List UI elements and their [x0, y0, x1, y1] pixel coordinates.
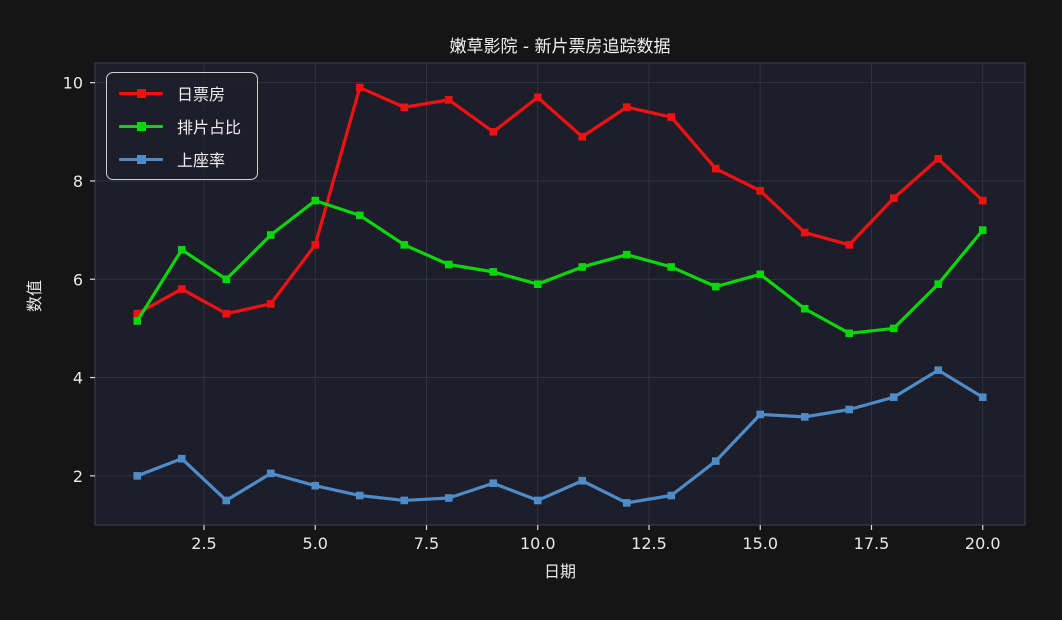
legend-label: 排片占比 — [177, 118, 242, 137]
series-marker-1 — [355, 211, 364, 220]
series-marker-1 — [800, 304, 809, 313]
legend-label: 日票房 — [177, 85, 226, 104]
series-marker-0 — [311, 241, 320, 249]
series-marker-2 — [489, 479, 498, 488]
series-marker-1 — [400, 241, 409, 249]
x-tick-label: 12.5 — [631, 534, 667, 553]
series-marker-2 — [934, 366, 943, 374]
series-marker-2 — [355, 491, 364, 500]
x-tick-label: 17.5 — [854, 534, 890, 553]
series-marker-1 — [711, 282, 720, 291]
series-marker-0 — [889, 194, 898, 202]
series-marker-2 — [533, 496, 542, 505]
y-tick-label: 8 — [73, 172, 83, 191]
blue-line-sample-icon — [119, 154, 163, 164]
series-marker-0 — [800, 228, 809, 237]
series-marker-1 — [177, 245, 186, 254]
series-line-2 — [135, 368, 985, 505]
y-tick-label: 10 — [63, 74, 83, 93]
y-tick-label: 2 — [73, 467, 83, 486]
series-marker-0 — [489, 128, 498, 136]
green-line-sample-icon — [119, 121, 163, 131]
series-marker-0 — [667, 113, 676, 121]
x-tick-label: 20.0 — [965, 534, 1001, 553]
series-marker-2 — [400, 496, 409, 505]
series-marker-1 — [533, 280, 542, 288]
x-tick-label: 5.0 — [303, 534, 328, 553]
series-marker-0 — [177, 285, 186, 293]
series-marker-0 — [578, 132, 587, 141]
legend-label: 上座率 — [177, 151, 226, 170]
series-marker-2 — [622, 499, 631, 507]
series-marker-2 — [845, 405, 854, 414]
series-marker-1 — [667, 263, 676, 271]
x-tick-label: 15.0 — [742, 534, 778, 553]
series-marker-2 — [266, 469, 275, 478]
series-marker-0 — [934, 155, 943, 163]
series-marker-0 — [266, 300, 275, 308]
series-marker-0 — [444, 96, 453, 104]
series-line-1 — [135, 199, 985, 335]
series-marker-1 — [578, 263, 587, 271]
y-axis-label: 数值 — [25, 280, 44, 313]
series-marker-0 — [845, 241, 854, 249]
series-marker-2 — [800, 413, 809, 421]
series-marker-1 — [311, 196, 320, 205]
series-marker-2 — [177, 454, 186, 463]
series-marker-2 — [444, 494, 453, 502]
series-marker-0 — [756, 186, 765, 195]
series-marker-1 — [133, 317, 142, 325]
series-marker-2 — [222, 496, 231, 505]
series-marker-1 — [934, 280, 943, 288]
series-marker-1 — [978, 226, 987, 234]
y-tick-label: 6 — [73, 270, 83, 289]
series-marker-1 — [845, 329, 854, 338]
chart-title: 嫩草影院 - 新片票房追踪数据 — [449, 37, 671, 57]
series-marker-1 — [622, 250, 631, 259]
series-marker-2 — [711, 457, 720, 465]
series-marker-1 — [266, 231, 275, 239]
series-marker-0 — [533, 93, 542, 102]
series-marker-0 — [711, 164, 720, 173]
series-marker-0 — [133, 309, 142, 318]
x-tick-label: 10.0 — [520, 534, 556, 553]
series-marker-0 — [622, 103, 631, 112]
x-axis-label: 日期 — [543, 562, 576, 581]
legend-item-attendance-rate: 上座率 — [119, 147, 241, 171]
series-marker-2 — [578, 476, 587, 485]
x-tick-label: 2.5 — [191, 534, 216, 553]
series-marker-2 — [978, 393, 987, 402]
series-marker-1 — [444, 260, 453, 269]
series-marker-0 — [978, 196, 987, 205]
series-marker-1 — [222, 275, 231, 284]
series-marker-1 — [489, 268, 498, 276]
legend-item-daily-box-office: 日票房 — [119, 81, 241, 105]
series-line-0 — [135, 85, 985, 316]
series-marker-1 — [756, 270, 765, 279]
series-marker-0 — [400, 103, 409, 112]
legend: 日票房 排片占比 上座率 — [106, 72, 259, 180]
y-tick-label: 4 — [73, 369, 83, 388]
series-marker-0 — [222, 309, 231, 318]
red-line-sample-icon — [119, 88, 163, 98]
series-marker-1 — [889, 324, 898, 333]
series-marker-2 — [667, 491, 676, 500]
series-marker-0 — [355, 83, 364, 92]
series-marker-2 — [889, 393, 898, 402]
series-marker-2 — [311, 481, 320, 490]
series-marker-2 — [756, 410, 765, 419]
x-tick-label: 7.5 — [414, 534, 439, 553]
legend-item-screening-share: 排片占比 — [119, 114, 241, 138]
series-marker-2 — [133, 472, 142, 480]
